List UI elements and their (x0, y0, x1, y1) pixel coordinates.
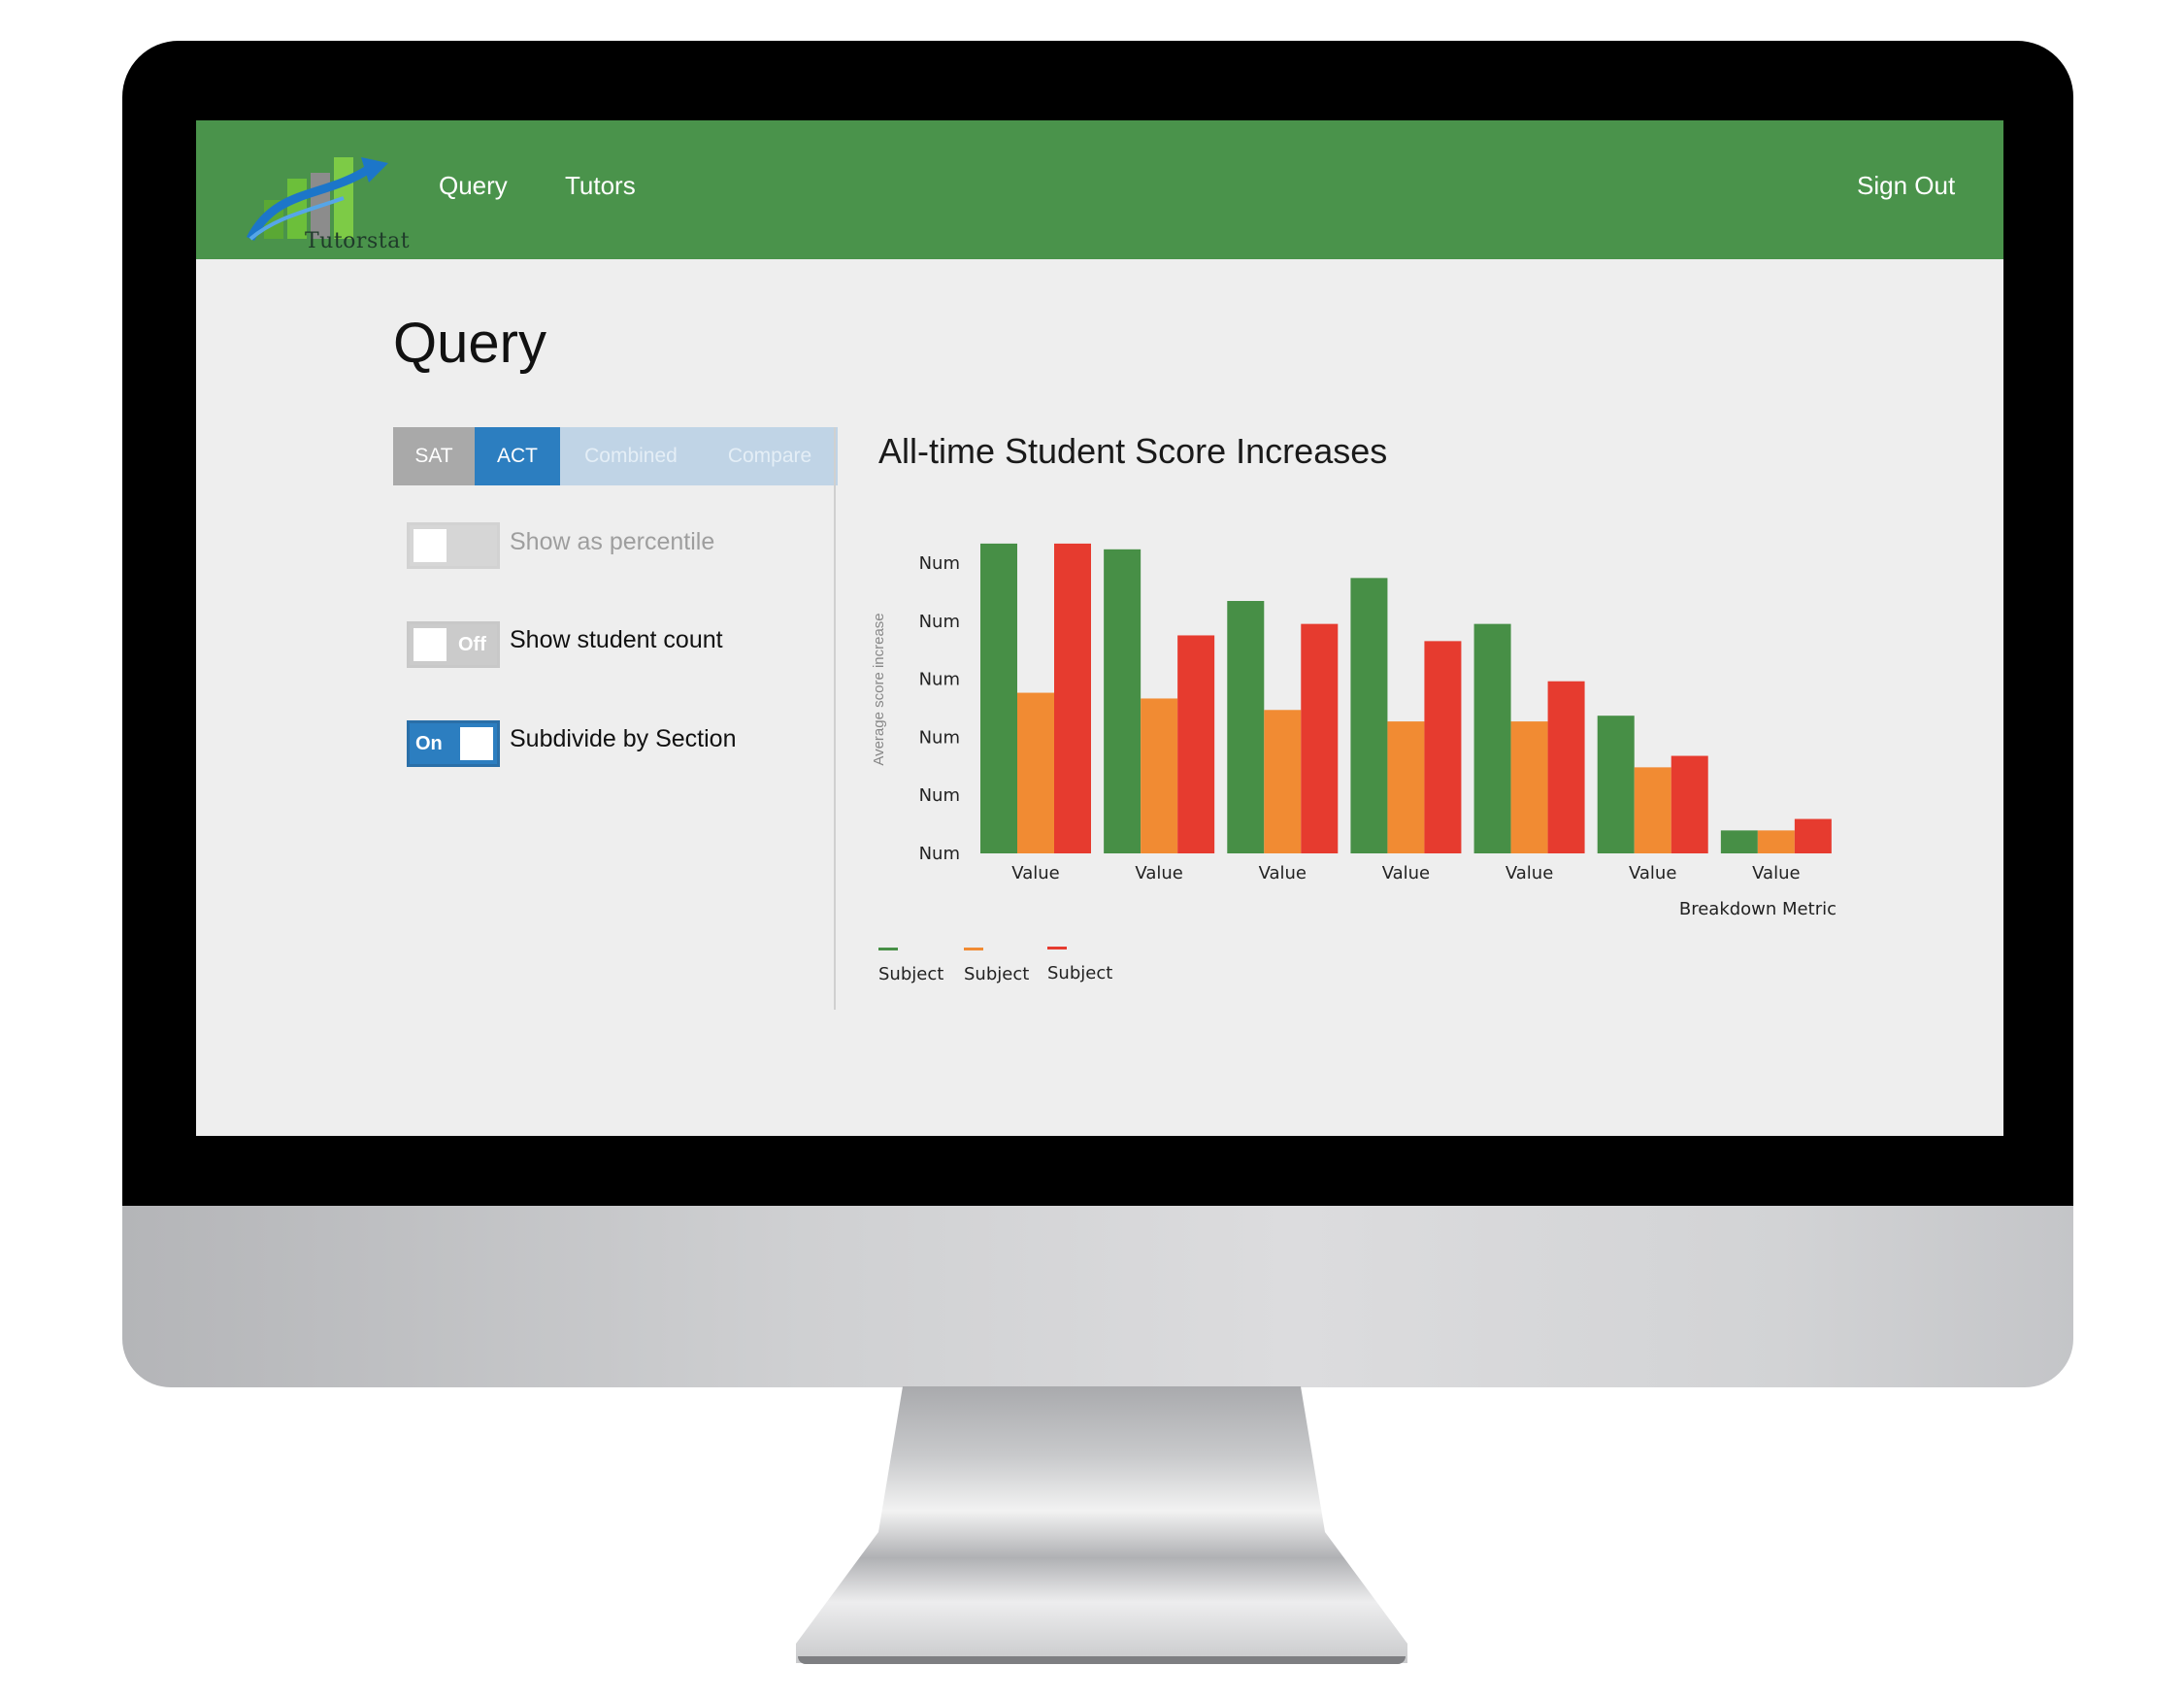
test-type-tabs: SAT ACT Combined Compare (393, 427, 838, 485)
bar-0-2[interactable] (1054, 543, 1091, 853)
toggle-state: Off (458, 634, 486, 655)
x-tick-label: Value (1752, 863, 1800, 883)
panel-divider (834, 427, 836, 1010)
bar-3-1[interactable] (1387, 721, 1425, 853)
bar-5-2[interactable] (1671, 755, 1708, 853)
bar-6-0[interactable] (1720, 830, 1758, 853)
x-tick-label: Value (1011, 863, 1059, 883)
legend-label: Subject (1047, 963, 1113, 983)
y-tick-label: Num (919, 553, 960, 574)
bar-4-2[interactable] (1547, 681, 1585, 853)
legend-swatch (1047, 947, 1067, 949)
monitor-stand (796, 1386, 1407, 1663)
bar-1-1[interactable] (1141, 698, 1178, 853)
legend-item[interactable]: Subject (964, 948, 1029, 984)
legend-item[interactable]: Subject (1047, 947, 1112, 983)
bar-2-2[interactable] (1301, 623, 1339, 853)
monitor-chin (122, 1206, 2073, 1387)
bar-0-0[interactable] (980, 543, 1017, 853)
x-tick-label: Value (1382, 863, 1430, 883)
legend-item[interactable]: Subject (878, 948, 943, 984)
nav-link-tutors[interactable]: Tutors (565, 171, 636, 200)
x-axis-label: Breakdown Metric (1679, 899, 1837, 919)
toggle-state: On (415, 733, 443, 754)
x-tick-label: Value (1506, 863, 1553, 883)
x-tick-label: Value (1259, 863, 1307, 883)
bar-1-2[interactable] (1177, 635, 1215, 853)
bar-0-1[interactable] (1017, 692, 1054, 853)
student-count-label: Show student count (510, 626, 723, 653)
bar-6-1[interactable] (1757, 830, 1795, 853)
student-count-toggle[interactable]: Off (407, 621, 500, 668)
y-tick-label: Num (919, 844, 960, 864)
bar-3-2[interactable] (1424, 641, 1462, 853)
bar-2-1[interactable] (1264, 710, 1302, 853)
tutorstat-logo[interactable]: Tutorstat (246, 130, 410, 253)
subdivide-label: Subdivide by Section (510, 725, 737, 752)
sign-out-link[interactable]: Sign Out (1857, 171, 1956, 200)
subdivide-toggle[interactable]: On (407, 720, 500, 767)
logo-text: Tutorstat (305, 229, 411, 253)
legend-label: Subject (878, 964, 944, 984)
bar-2-0[interactable] (1227, 601, 1265, 853)
legend-swatch (964, 948, 983, 950)
tab-sat[interactable]: SAT (393, 427, 475, 485)
toggle-knob (414, 628, 447, 661)
bar-1-0[interactable] (1104, 549, 1142, 853)
page-title: Query (393, 312, 546, 375)
legend-label: Subject (964, 964, 1030, 984)
bar-5-1[interactable] (1634, 767, 1671, 853)
y-tick-label: Num (919, 785, 960, 806)
percentile-label: Show as percentile (510, 528, 715, 555)
toggle-knob (414, 529, 447, 562)
bar-3-0[interactable] (1350, 578, 1388, 853)
bar-4-1[interactable] (1510, 721, 1548, 853)
x-tick-label: Value (1135, 863, 1182, 883)
logo-chart-icon (246, 157, 388, 242)
nav-link-query[interactable]: Query (439, 171, 508, 200)
tab-compare[interactable]: Compare (702, 427, 838, 485)
y-axis-label: Average score increase (871, 613, 887, 765)
score-increase-chart: Num Num Num Num Num Num Average score increase… (871, 543, 1837, 919)
x-tick-label: Value (1629, 863, 1676, 883)
tab-combined[interactable]: Combined (560, 427, 702, 485)
percentile-toggle[interactable] (407, 522, 500, 569)
y-tick-label: Num (919, 727, 960, 748)
bar-4-0[interactable] (1473, 623, 1511, 853)
y-tick-label: Num (919, 670, 960, 690)
y-tick-label: Num (919, 612, 960, 632)
tab-act[interactable]: ACT (475, 427, 560, 485)
monitor-stand-base (798, 1656, 1406, 1664)
top-navbar: Tutorstat Query Tutors Sign Out (196, 120, 2003, 259)
toggle-knob (460, 727, 493, 760)
app-screen: Tutorstat Query Tutors Sign Out Query SA… (196, 120, 2003, 1136)
bar-5-0[interactable] (1597, 716, 1635, 853)
bar-6-2[interactable] (1794, 818, 1832, 853)
legend-swatch (878, 948, 898, 950)
chart-title: All-time Student Score Increases (878, 431, 1388, 471)
